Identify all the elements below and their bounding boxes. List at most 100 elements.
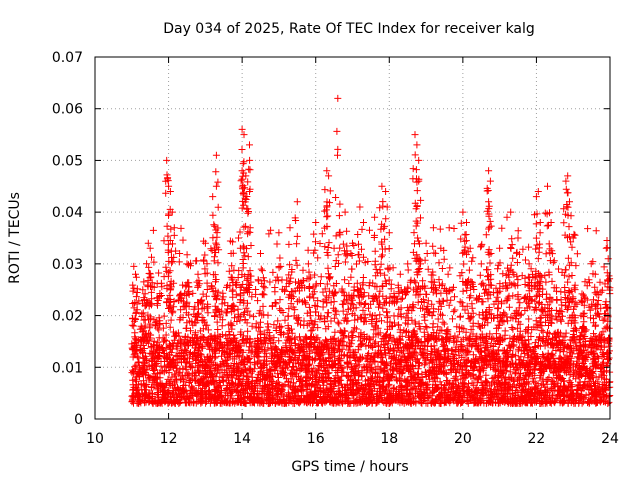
roti-point bbox=[150, 367, 157, 374]
roti-point bbox=[448, 346, 456, 354]
roti-point bbox=[340, 368, 348, 376]
roti-point bbox=[260, 291, 268, 299]
roti-point bbox=[240, 339, 248, 347]
roti-point bbox=[177, 224, 185, 232]
roti-point bbox=[259, 282, 267, 290]
roti-point bbox=[599, 316, 607, 324]
roti-point bbox=[587, 260, 595, 268]
roti-point bbox=[160, 312, 168, 320]
roti-point bbox=[493, 293, 501, 301]
roti-point bbox=[522, 256, 529, 264]
roti-point bbox=[458, 299, 466, 307]
roti-point bbox=[371, 357, 379, 365]
roti-point bbox=[162, 319, 170, 327]
roti-point bbox=[259, 302, 267, 310]
roti-point bbox=[366, 279, 374, 287]
roti-point bbox=[160, 237, 168, 245]
roti-point bbox=[449, 315, 456, 323]
roti-point bbox=[376, 311, 384, 319]
roti-point bbox=[355, 240, 362, 248]
roti-point bbox=[267, 226, 275, 234]
data-points bbox=[128, 94, 614, 407]
roti-point bbox=[345, 280, 353, 287]
roti-point bbox=[498, 224, 506, 232]
roti-point bbox=[494, 304, 502, 312]
roti-point bbox=[345, 333, 353, 341]
roti-point bbox=[198, 357, 206, 365]
roti-point bbox=[446, 264, 454, 272]
roti-point bbox=[338, 300, 346, 308]
roti-point bbox=[482, 231, 490, 239]
roti-point bbox=[140, 278, 148, 286]
roti-point bbox=[148, 295, 156, 303]
roti-point bbox=[166, 323, 174, 331]
roti-point bbox=[390, 312, 398, 320]
roti-point bbox=[335, 320, 343, 328]
roti-point bbox=[581, 278, 589, 286]
roti-point bbox=[550, 257, 558, 265]
roti-point bbox=[195, 368, 202, 376]
roti-point bbox=[183, 251, 191, 259]
roti-point bbox=[223, 309, 231, 317]
roti-point bbox=[379, 304, 387, 312]
roti-point bbox=[448, 347, 456, 355]
roti-point bbox=[176, 291, 184, 299]
roti-point bbox=[476, 271, 484, 279]
roti-point bbox=[509, 325, 517, 333]
roti-point bbox=[573, 250, 581, 258]
roti-point bbox=[477, 242, 485, 250]
chart-title: Day 034 of 2025, Rate Of TEC Index for r… bbox=[163, 21, 535, 37]
roti-point bbox=[183, 393, 191, 401]
roti-point bbox=[179, 236, 187, 244]
roti-point bbox=[314, 297, 322, 305]
roti-point bbox=[419, 277, 427, 285]
roti-point bbox=[499, 270, 507, 278]
roti-point bbox=[316, 240, 324, 247]
roti-point bbox=[188, 364, 196, 372]
roti-point bbox=[271, 284, 279, 291]
roti-point bbox=[296, 364, 304, 372]
roti-point bbox=[512, 369, 520, 377]
roti-point bbox=[378, 317, 385, 325]
roti-point bbox=[596, 278, 604, 286]
roti-point bbox=[213, 318, 221, 326]
roti-point bbox=[404, 266, 412, 274]
roti-point bbox=[260, 311, 268, 319]
roti-point bbox=[353, 279, 361, 287]
roti-point bbox=[410, 277, 418, 285]
roti-point bbox=[605, 354, 613, 362]
roti-point bbox=[130, 262, 138, 270]
roti-point bbox=[129, 281, 137, 289]
roti-point bbox=[450, 225, 458, 232]
roti-point bbox=[266, 278, 274, 286]
roti-point bbox=[319, 298, 327, 306]
roti-point bbox=[246, 311, 254, 319]
roti-point bbox=[261, 284, 269, 292]
roti-point bbox=[592, 227, 600, 235]
roti-point bbox=[348, 265, 356, 273]
roti-point bbox=[535, 300, 543, 308]
roti-point bbox=[275, 337, 283, 345]
roti-point bbox=[366, 226, 373, 234]
roti-point bbox=[603, 237, 611, 244]
roti-point bbox=[158, 283, 166, 291]
roti-point bbox=[274, 277, 282, 285]
roti-point bbox=[440, 341, 448, 349]
roti-point bbox=[440, 255, 448, 263]
roti-point bbox=[223, 356, 231, 364]
roti-point bbox=[456, 272, 464, 280]
roti-point bbox=[170, 328, 177, 336]
roti-point bbox=[506, 368, 514, 376]
roti-point bbox=[451, 293, 458, 301]
roti-point bbox=[469, 254, 477, 262]
roti-point bbox=[317, 273, 325, 281]
roti-point bbox=[434, 315, 442, 323]
roti-point bbox=[316, 315, 324, 323]
roti-point bbox=[299, 266, 307, 274]
roti-point bbox=[600, 263, 608, 271]
roti-point bbox=[494, 289, 502, 297]
roti-point bbox=[440, 320, 448, 328]
roti-point bbox=[343, 310, 351, 318]
roti-point bbox=[269, 268, 277, 276]
